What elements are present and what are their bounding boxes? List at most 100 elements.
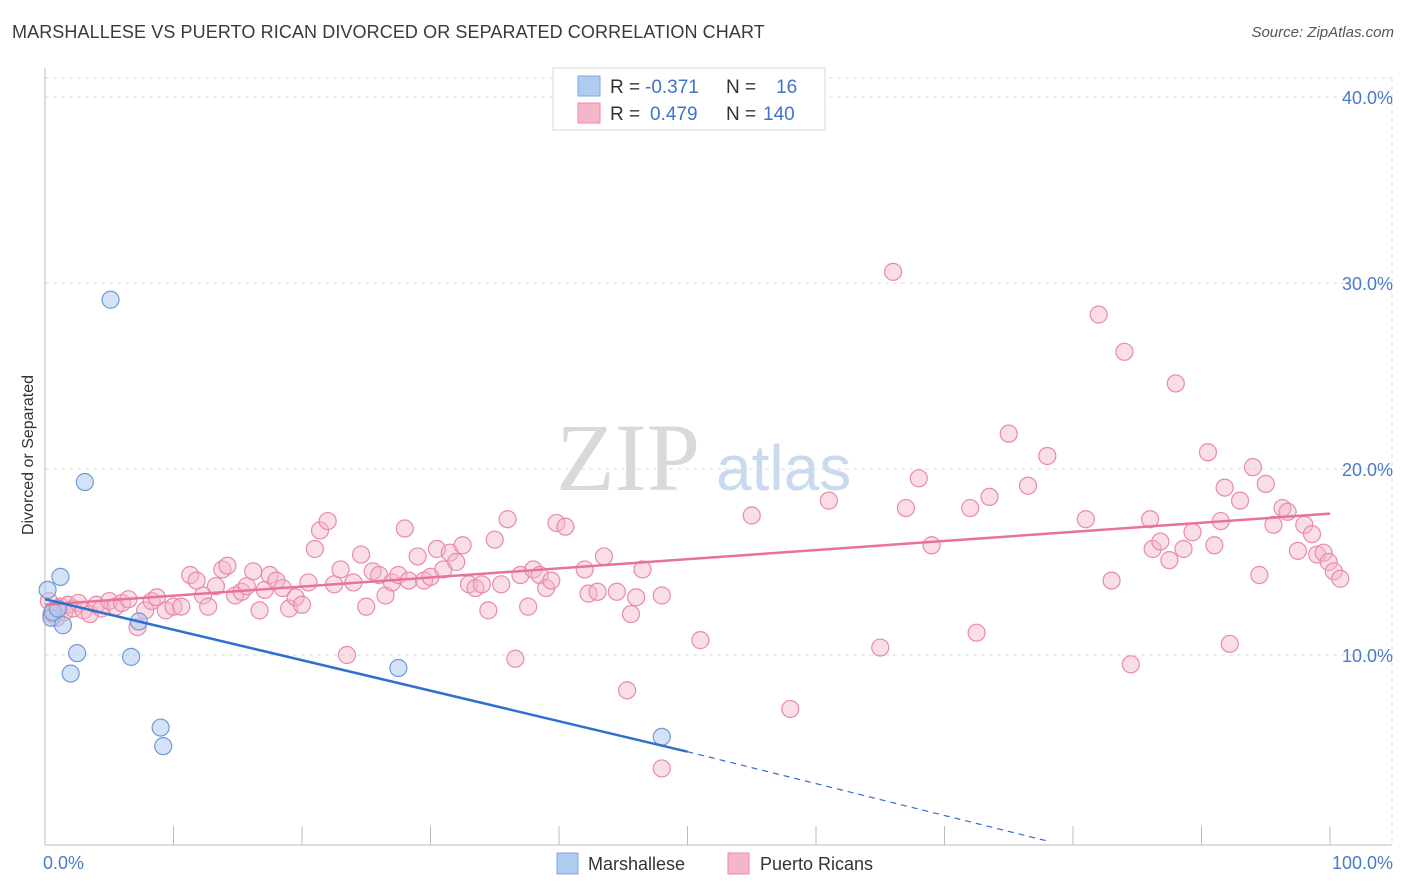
puerto-ricans-point-77 <box>519 597 538 616</box>
puerto-ricans-point-103 <box>922 536 941 555</box>
puerto-ricans-point-94 <box>652 759 671 778</box>
puerto-ricans-point-120 <box>1174 539 1193 559</box>
puerto-ricans-point-74 <box>498 510 517 529</box>
puerto-ricans-point-72 <box>485 530 504 549</box>
legend-n-label-2: N = <box>726 104 756 125</box>
x-tick-label-0: 0.0% <box>43 853 84 873</box>
puerto-ricans-point-46 <box>318 511 337 531</box>
source-credit: Source: ZipAtlas.com <box>1251 24 1394 41</box>
legend-n-value-2: 140 <box>763 104 795 125</box>
puerto-ricans-point-116 <box>1143 539 1162 559</box>
bottom-legend-puerto-ricans: Puerto Ricans <box>760 854 873 874</box>
legend-swatch-puerto-ricans <box>577 102 601 124</box>
marshallese-point-12 <box>151 718 170 737</box>
puerto-ricans-point-101 <box>896 498 916 518</box>
puerto-ricans-point-91 <box>626 588 646 607</box>
axes <box>44 68 1392 846</box>
puerto-ricans-point-100 <box>883 262 903 281</box>
legend-r-value-2: 0.479 <box>650 104 698 125</box>
puerto-ricans-point-98 <box>819 491 838 510</box>
marshallese-trend-line <box>44 597 688 753</box>
puerto-ricans-point-89 <box>618 681 637 700</box>
puerto-ricans-point-93 <box>652 586 671 605</box>
x-tick-label-1: 100.0% <box>1332 853 1393 873</box>
puerto-ricans-point-107 <box>999 424 1018 443</box>
bottom-legend-swatch-puerto-ricans <box>727 852 750 875</box>
puerto-ricans-point-87 <box>594 547 614 566</box>
marshallese-point-10 <box>121 647 141 666</box>
puerto-ricans-point-123 <box>1205 536 1224 555</box>
watermark-zip: ZIP <box>556 404 700 511</box>
puerto-ricans-point-118 <box>1160 551 1179 570</box>
puerto-ricans-point-41 <box>286 588 305 607</box>
puerto-ricans-point-104 <box>961 498 980 518</box>
puerto-ricans-point-121 <box>1183 523 1202 542</box>
puerto-ricans-point-112 <box>1102 571 1121 590</box>
puerto-ricans-point-71 <box>479 601 498 620</box>
puerto-ricans-point-131 <box>1264 515 1283 534</box>
marshallese-point-6 <box>61 664 80 683</box>
puerto-ricans-point-127 <box>1230 491 1250 510</box>
marshallese-point-7 <box>68 644 87 663</box>
puerto-ricans-point-138 <box>1314 543 1333 562</box>
puerto-ricans-point-48 <box>331 560 350 579</box>
marshallese-point-5 <box>53 616 73 635</box>
puerto-ricans-point-113 <box>1115 342 1134 361</box>
puerto-ricans-trend-line <box>44 512 1331 607</box>
puerto-ricans-point-51 <box>352 545 371 564</box>
puerto-ricans-point-119 <box>1166 374 1185 393</box>
puerto-ricans-point-102 <box>909 469 928 488</box>
y-axis-label: Divorced or Separated <box>20 375 37 535</box>
marshallese-point-0 <box>38 580 57 600</box>
puerto-ricans-point-82 <box>547 513 566 533</box>
x-tick-labels: 0.0% 100.0% <box>43 853 1393 873</box>
series-puerto-ricans <box>39 262 1350 778</box>
puerto-ricans-point-86 <box>588 582 607 601</box>
puerto-ricans-point-84 <box>575 560 594 579</box>
y-tick-label-0: 10.0% <box>1342 646 1393 666</box>
puerto-ricans-point-49 <box>337 645 357 665</box>
puerto-ricans-point-96 <box>742 506 761 525</box>
legend: R = -0.371 N = 16 R = 0.479 N = 140 <box>552 67 826 131</box>
watermark: ZIP atlas <box>556 404 851 511</box>
puerto-ricans-point-105 <box>967 623 986 642</box>
puerto-ricans-point-81 <box>542 571 561 590</box>
puerto-ricans-point-22 <box>164 597 183 616</box>
puerto-ricans-point-27 <box>199 597 218 616</box>
puerto-ricans-point-97 <box>781 699 800 719</box>
puerto-ricans-point-141 <box>1331 569 1350 588</box>
puerto-ricans-point-111 <box>1089 305 1108 324</box>
puerto-ricans-point-126 <box>1220 634 1239 653</box>
legend-n-label-1: N = <box>726 77 756 98</box>
bottom-legend-swatch-marshallese <box>556 852 579 875</box>
puerto-ricans-point-95 <box>691 631 710 650</box>
puerto-ricans-point-34 <box>244 562 263 581</box>
puerto-ricans-point-52 <box>357 597 376 616</box>
puerto-ricans-point-44 <box>305 539 324 559</box>
legend-swatch-marshallese <box>577 75 601 97</box>
marshallese-point-15 <box>652 727 671 746</box>
puerto-ricans-point-70 <box>472 575 491 594</box>
puerto-ricans-point-83 <box>556 517 575 536</box>
legend-r-label-2: R = <box>610 104 640 125</box>
puerto-ricans-point-122 <box>1198 443 1218 462</box>
puerto-ricans-point-108 <box>1018 476 1038 495</box>
puerto-ricans-point-45 <box>310 521 330 540</box>
puerto-ricans-point-42 <box>292 595 312 614</box>
puerto-ricans-point-134 <box>1288 541 1307 560</box>
bottom-legend-marshallese: Marshallese <box>588 854 685 874</box>
y-tick-label-1: 20.0% <box>1342 460 1393 480</box>
puerto-ricans-point-75 <box>506 649 525 668</box>
puerto-ricans-point-23 <box>172 597 191 616</box>
marshallese-point-4 <box>51 567 70 586</box>
puerto-ricans-point-92 <box>633 560 652 579</box>
marshallese-point-8 <box>75 472 94 492</box>
puerto-ricans-point-73 <box>492 575 511 594</box>
legend-r-label-1: R = <box>610 77 640 98</box>
puerto-ricans-point-110 <box>1076 510 1095 529</box>
puerto-ricans-point-115 <box>1140 510 1160 529</box>
marshallese-point-14 <box>389 658 408 678</box>
puerto-ricans-point-136 <box>1302 524 1322 544</box>
legend-n-value-1: 16 <box>776 77 797 98</box>
